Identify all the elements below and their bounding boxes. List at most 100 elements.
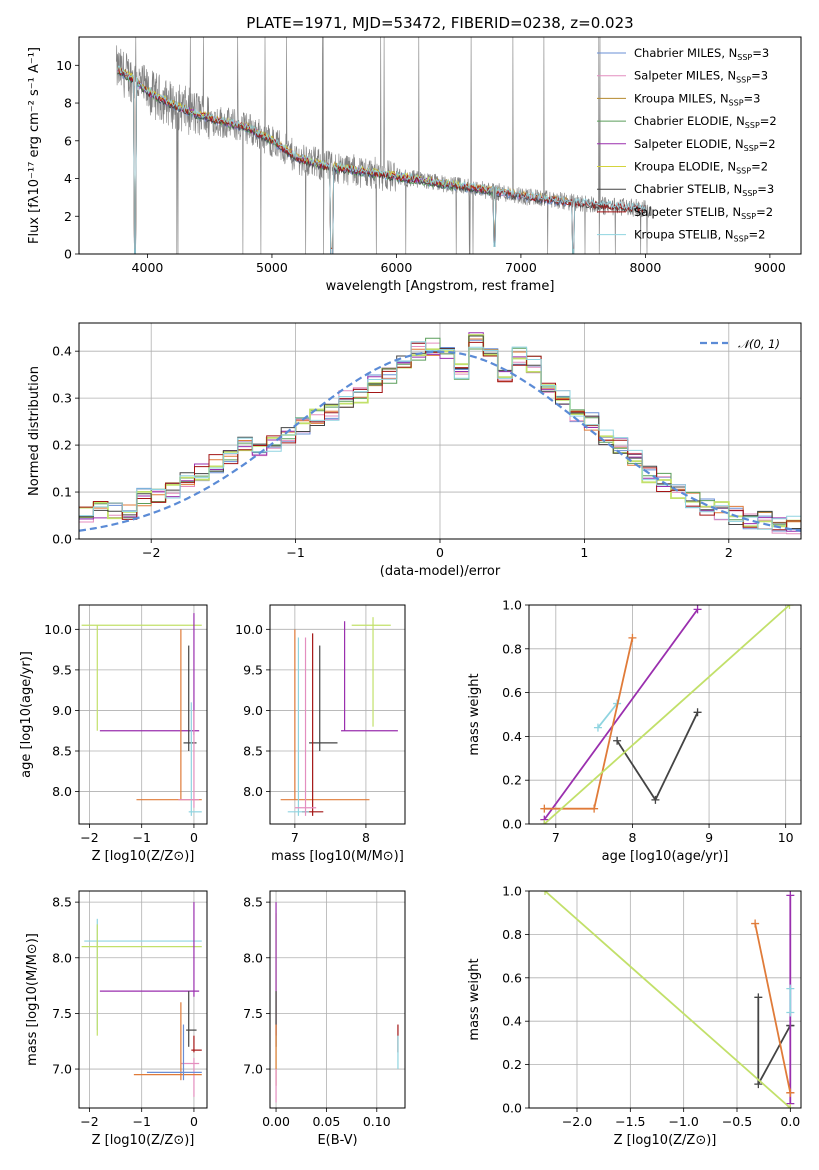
mass-weight-vs-age-panel: 7 8 9 10 0.0 0.2 0.4 0.6 0.8 1.0 age [log10(age/yr…: [467, 598, 802, 864]
y-tick-label: 0.4: [502, 729, 522, 744]
y-tick-label: 0.2: [52, 438, 72, 453]
y-tick-label: 0.2: [502, 773, 522, 788]
axes-group: 7 8 8.0 8.5 9.0 9.5 10.0 mass [log10(M/M⊙)]: [235, 604, 406, 864]
x-axis-label: mass [log10(M/M⊙)]: [271, 849, 404, 864]
plot-group: [275, 902, 399, 1103]
y-tick-label: 10.0: [235, 622, 263, 637]
plot-group: [81, 902, 202, 1097]
weight-point-marker: [590, 804, 599, 813]
x-tick-label: 5000: [256, 260, 288, 275]
y-tick-label: 8: [64, 96, 72, 111]
x-tick-label: −2: [80, 1114, 98, 1129]
legend-tail: =3: [752, 46, 769, 60]
x-tick-label: 1: [580, 545, 588, 560]
y-tick-label: 0.0: [502, 1101, 522, 1116]
x-axis-label: age [log10(age/yr)]: [602, 849, 729, 864]
histogram-step-line: [79, 341, 801, 530]
y-tick-label: 0.3: [52, 391, 72, 406]
x-tick-label: −1: [132, 1114, 150, 1129]
legend-entry: Salpeter STELIB, NSSP=2: [634, 205, 773, 221]
legend-subscript: SSP: [745, 121, 760, 130]
y-axis-label: Normed distribution: [27, 366, 42, 496]
x-tick-label: 2: [725, 545, 733, 560]
spectrum-panel: 4000 5000 6000 7000 8000 9000 0 2 4 6 8 10 wavelengt…: [27, 36, 802, 294]
weight-point-marker: [786, 1008, 795, 1017]
axes-frame: [269, 890, 406, 1109]
model-spectrum-line: [117, 65, 646, 254]
y-tick-label: 0.8: [502, 927, 522, 942]
axes-group: −2 −1 0 1 2 0.0 0.1 0.2 0.3 0.4 (data-model)/error…: [27, 322, 802, 579]
legend-entry: Kroupa ELODIE, NSSP=2: [634, 160, 768, 176]
x-tick-label: 0: [190, 830, 198, 845]
y-tick-label: 0.4: [52, 344, 72, 359]
legend-tail: =2: [751, 160, 768, 174]
weight-point-marker: [785, 605, 794, 609]
age-vs-mass-panel: 7 8 8.0 8.5 9.0 9.5 10.0 mass [log10(M/M⊙)]: [235, 604, 406, 864]
legend-label: Salpeter STELIB, N: [634, 205, 741, 219]
y-tick-label: 9.0: [243, 703, 263, 718]
x-tick-label: 0.10: [363, 1114, 391, 1129]
plot-group: [116, 37, 652, 254]
plot-group: [81, 613, 202, 816]
legend-entry: Salpeter ELODIE, NSSP=2: [634, 137, 776, 153]
normal-distribution-curve: [79, 350, 801, 532]
observed-spectrum-line: [116, 37, 652, 254]
legend-label: Kroupa ELODIE, N: [634, 160, 736, 174]
x-tick-label: 0: [436, 545, 444, 560]
y-tick-label: 2: [64, 209, 72, 224]
plot-group: [79, 332, 801, 535]
x-tick-label: −0.5: [722, 1114, 752, 1129]
x-tick-label: 4000: [132, 260, 164, 275]
legend-subscript: SSP: [734, 235, 749, 244]
legend-entry: Chabrier STELIB, NSSP=3: [634, 182, 774, 198]
y-tick-label: 8.0: [52, 784, 72, 799]
legend-label: Salpeter MILES, N: [634, 69, 736, 83]
legend-subscript: SSP: [729, 98, 744, 107]
y-tick-label: 0.6: [502, 970, 522, 985]
weight-point-marker: [540, 804, 549, 813]
y-tick-label: 7.0: [52, 1062, 72, 1077]
x-axis-label: Z [log10(Z/Z⊙)]: [92, 1133, 195, 1148]
y-tick-label: 8.5: [243, 744, 263, 759]
y-tick-label: 0.0: [502, 817, 522, 832]
grid-group: [79, 891, 207, 1108]
weight-point-marker: [754, 993, 763, 1002]
legend-entry: Salpeter MILES, NSSP=3: [634, 69, 768, 85]
mass-vs-metallicity-panel: −2 −1 0 7.0 7.5 8.0 8.5 Z [log10(Z/Z⊙)] mass [lo…: [25, 890, 208, 1148]
y-tick-label: 9.0: [52, 703, 72, 718]
x-tick-label: 0: [190, 1114, 198, 1129]
y-tick-label: 8.5: [52, 744, 72, 759]
x-tick-label: 7000: [505, 260, 537, 275]
x-tick-label: 0.00: [262, 1114, 290, 1129]
y-axis-label: mass [log10(M/M⊙)]: [25, 933, 40, 1066]
axes-group: 7 8 9 10 0.0 0.2 0.4 0.6 0.8 1.0 age [log10(age/yr…: [467, 598, 802, 864]
figure-title: PLATE=1971, MJD=53472, FIBERID=0238, z=0…: [246, 14, 633, 32]
age-vs-metallicity-panel: −2 −1 0 8.0 8.5 9.0 9.5 10.0 Z [log10(Z/Z⊙)] age …: [19, 604, 208, 864]
legend-subscript: SSP: [741, 212, 756, 221]
weight-point-marker: [540, 820, 549, 824]
weight-series-line: [754, 923, 792, 1093]
axes-group: 0.00 0.05 0.10 7.0 7.5 8.0 8.5 E(B-V): [243, 890, 406, 1148]
legend-label: Chabrier STELIB, N: [634, 182, 742, 196]
x-tick-label: −2.0: [562, 1114, 592, 1129]
plot-group: [280, 617, 398, 816]
weight-point-marker: [786, 1088, 795, 1097]
x-tick-label: 9: [705, 830, 713, 845]
legend-subscript: SSP: [742, 189, 757, 198]
legend-tail: =3: [757, 182, 774, 196]
y-axis-label: age [log10(age/yr)]: [19, 651, 34, 778]
y-tick-label: 10.0: [44, 622, 72, 637]
y-tick-label: 0: [64, 247, 72, 262]
grid-group: [270, 605, 405, 824]
x-tick-label: −1: [286, 545, 304, 560]
legend-label: Kroupa STELIB, N: [634, 228, 734, 242]
legend-subscript: SSP: [736, 76, 751, 85]
legend-label: Kroupa MILES, N: [634, 91, 729, 105]
y-tick-label: 8.5: [52, 895, 72, 910]
model-spectrum-line: [117, 70, 646, 254]
weight-series-line: [616, 711, 699, 802]
y-tick-label: 0.0: [52, 532, 72, 547]
weight-point-marker: [593, 723, 602, 732]
x-tick-label: −1.0: [668, 1114, 698, 1129]
